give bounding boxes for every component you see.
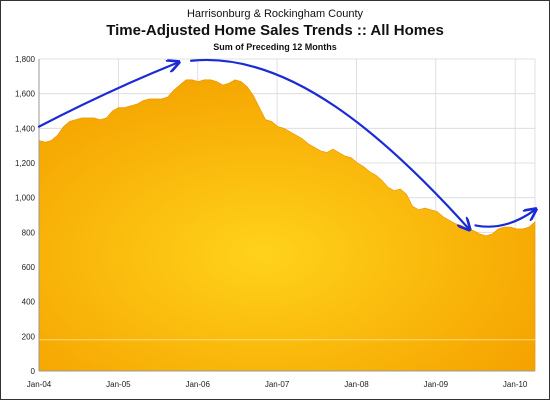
y-tick-label: 200 — [22, 332, 36, 341]
axis-layer: 0 200 400 600 800 1,000 1,200 1,400 1,600 1,800 Ja… — [15, 55, 535, 389]
x-tick-label: Jan-09 — [424, 380, 449, 389]
annotation-layer — [37, 58, 535, 229]
y-tick-label: 600 — [22, 263, 36, 272]
x-tick-label: Jan-07 — [265, 380, 290, 389]
y-tick-label: 1,400 — [15, 124, 36, 133]
area-layer — [38, 79, 536, 372]
y-tick-label: 1,000 — [15, 194, 36, 203]
x-tick-label: Jan-10 — [503, 380, 528, 389]
y-tick-label: 1,600 — [15, 90, 36, 99]
x-tick-label: Jan-04 — [27, 380, 52, 389]
trend-arrow — [37, 62, 178, 128]
sales-area — [38, 79, 536, 372]
y-tick-label: 400 — [22, 298, 36, 307]
chart-subtitle: Sum of Preceding 12 Months — [213, 42, 337, 52]
y-tick-label: 0 — [31, 367, 36, 376]
x-tick-label: Jan-08 — [344, 380, 369, 389]
x-tick-label: Jan-06 — [185, 380, 210, 389]
y-tick-label: 1,200 — [15, 159, 36, 168]
chart-titles: Harrisonburg & Rockingham County Time-Ad… — [1, 7, 549, 53]
chart-region-title: Harrisonburg & Rockingham County — [186, 8, 364, 20]
y-tick-label: 800 — [22, 228, 36, 237]
y-tick-label: 1,800 — [15, 55, 36, 64]
chart-title: Time-Adjusted Home Sales Trends :: All H… — [106, 22, 444, 39]
trend-arrow — [190, 58, 469, 229]
x-tick-label: Jan-05 — [106, 380, 131, 389]
trend-arrow — [474, 210, 535, 228]
